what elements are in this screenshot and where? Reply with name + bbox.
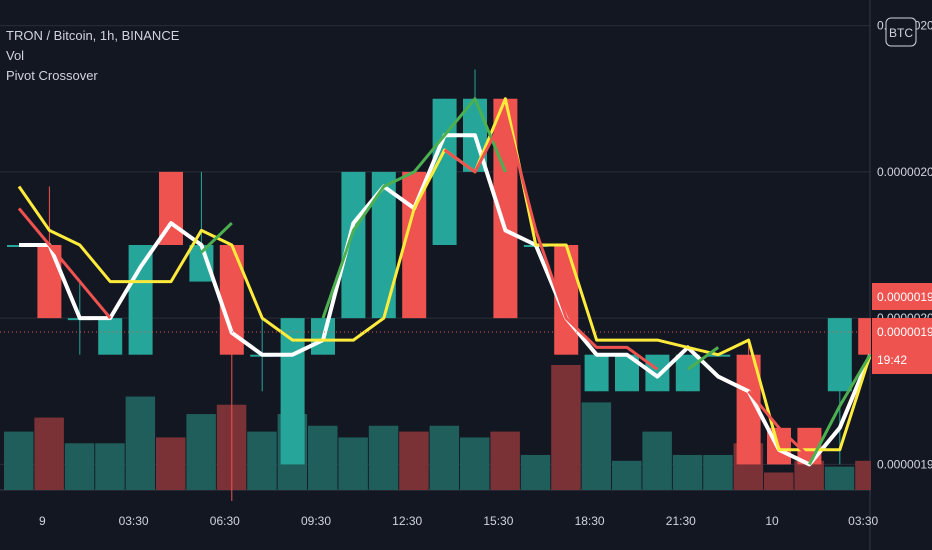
currency-badge <box>885 17 917 47</box>
volume-bar <box>520 454 551 490</box>
volume-bar <box>703 454 733 490</box>
volume-bar <box>34 417 64 490</box>
candle-body <box>432 98 457 245</box>
red-pivot-line <box>17 207 112 320</box>
volume-bar <box>612 460 642 490</box>
volume-bar <box>308 425 338 490</box>
green-pivot-line <box>200 222 233 254</box>
volume-bars <box>4 365 885 490</box>
price-axis[interactable]: 0.000002040.000002020.000002000.00000198 <box>871 0 932 550</box>
volume-bar <box>490 431 520 490</box>
volume-bar <box>95 443 125 490</box>
price-badge-high <box>872 283 932 310</box>
green-pivot-line <box>686 346 720 371</box>
legend-vol[interactable]: Vol <box>6 48 25 63</box>
volume-bar <box>186 414 216 490</box>
price-badge-last <box>872 318 932 374</box>
pivot-lines <box>0 97 873 467</box>
volume-bar <box>125 396 156 490</box>
volume-bar <box>338 437 368 490</box>
chart-legend: TRON / Bitcoin, 1h, BINANCE Vol Pivot Cr… <box>6 26 179 86</box>
time-tick-label: 21:30 <box>666 514 696 528</box>
volume-bar <box>368 425 399 490</box>
red-pivot-line <box>747 390 811 459</box>
time-tick-label: 12:30 <box>392 514 422 528</box>
volume-bar <box>156 437 186 490</box>
volume-bar <box>672 454 703 490</box>
time-tick-label: 18:30 <box>575 514 605 528</box>
volume-bar <box>247 431 277 490</box>
green-pivot-line <box>321 97 507 319</box>
volume-bar <box>399 431 429 490</box>
candle-body <box>98 318 123 355</box>
volume-bar <box>642 431 672 490</box>
volume-bar <box>824 466 855 490</box>
volume-bar <box>581 402 612 490</box>
volume-bar <box>429 425 460 490</box>
time-tick-label: 03:30 <box>848 514 878 528</box>
time-tick-label: 03:30 <box>119 514 149 528</box>
red-pivot-line <box>443 111 659 371</box>
volume-bar <box>64 443 95 490</box>
legend-indicator[interactable]: Pivot Crossover <box>6 68 98 83</box>
legend-symbol[interactable]: TRON / Bitcoin, 1h, BINANCE <box>6 28 180 43</box>
countdown-label: 19:42 <box>877 353 907 367</box>
candles <box>7 69 883 501</box>
candle-body <box>128 245 153 355</box>
price-tick-label: 0.00000202 <box>877 165 932 179</box>
volume-bar <box>551 365 581 490</box>
volume-bar <box>764 472 794 490</box>
candle-body <box>341 171 366 319</box>
candle-body <box>827 318 852 392</box>
price-tick-label: 0.00000198 <box>877 457 932 471</box>
candle-body <box>37 245 62 319</box>
time-tick-label: 09:30 <box>301 514 331 528</box>
volume-bar <box>460 437 490 490</box>
time-tick-label: 06:30 <box>210 514 240 528</box>
time-axis[interactable]: 9 03:30 06:30 09:30 12:30 15:30 18:30 21:30 10 03… <box>39 514 878 528</box>
time-tick-label: 10 <box>765 514 779 528</box>
time-tick-label: 15:30 <box>483 514 513 528</box>
candle-body <box>280 318 305 465</box>
price-axis-background <box>871 0 932 550</box>
candle-body <box>675 354 700 392</box>
time-tick-label: 9 <box>39 514 46 528</box>
candle-body <box>584 354 609 392</box>
currency-badge-label: BTC <box>889 26 913 40</box>
green-pivot-line <box>808 353 872 466</box>
volume-bar <box>4 431 34 490</box>
